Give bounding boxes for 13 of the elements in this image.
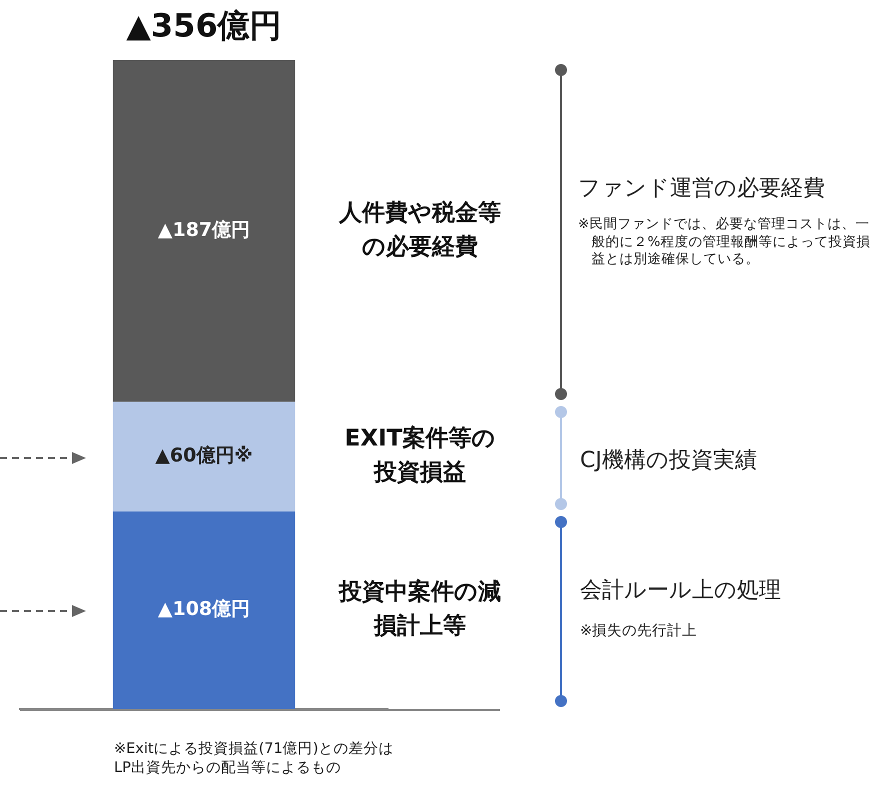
text: CJ機構の投資実績 xyxy=(580,447,758,475)
data-label: ▲60億円※ xyxy=(155,444,253,467)
series-label: 投資中案件の減損計上等 xyxy=(338,578,501,640)
text: ※損失の先行計上 xyxy=(580,622,698,641)
data-label: ▲187億円 xyxy=(158,218,250,241)
series-label: 人件費や税金等の必要経費 xyxy=(338,200,501,260)
total-label: ▲356億円 xyxy=(126,6,282,44)
text: ファンド運営の必要経費 xyxy=(578,175,826,203)
text: ※民間ファンドでは、必要な管理コストは、一般的に２%程度の管理報酬等によって投資損益とは別途確保している。 xyxy=(578,216,872,269)
data-label: ▲108億円 xyxy=(158,598,250,620)
text: ※Exitによる投資損益(71億円)との差分は LP出資先からの配当等によるもの xyxy=(114,740,394,778)
text: 会計ルール上の処理 xyxy=(580,577,782,605)
text: EXIT案件等の投資損益 xyxy=(344,424,496,486)
